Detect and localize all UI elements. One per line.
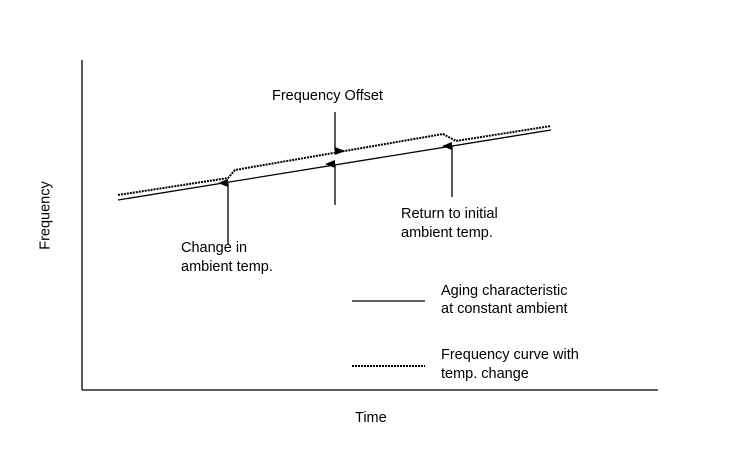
y-axis-label: Frequency [37, 181, 54, 250]
return-label-1: Return to initial [401, 206, 498, 222]
frequency-offset-label: Frequency Offset [272, 88, 383, 104]
legend-dashed-label-1: Frequency curve with [441, 347, 579, 363]
return-label-2: ambient temp. [401, 225, 493, 241]
legend-solid-label-2: at constant ambient [441, 301, 568, 317]
frequency-curve-temp-change [117, 125, 552, 196]
change-label-2: ambient temp. [181, 259, 273, 275]
change-label-1: Change in [181, 240, 248, 256]
legend-solid-label-1: Aging characteristic [441, 283, 568, 299]
x-axis-label: Time [355, 410, 387, 426]
legend-dashed-label-2: temp. change [441, 366, 529, 382]
